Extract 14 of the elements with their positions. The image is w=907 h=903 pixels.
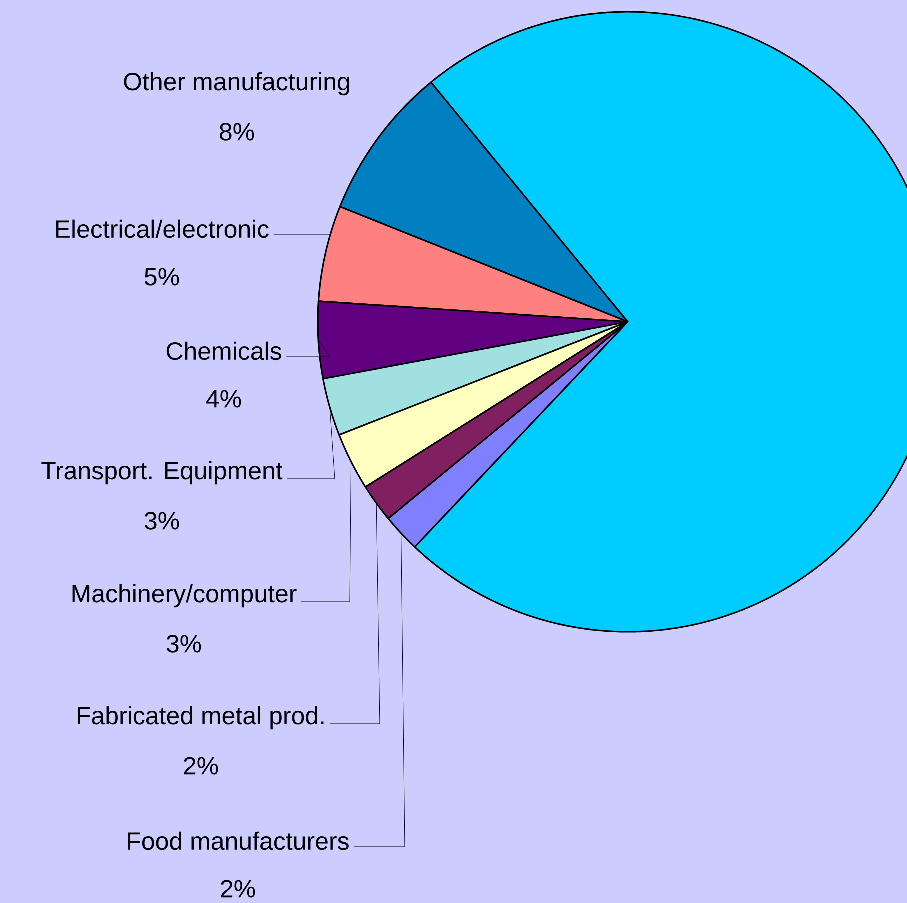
data-label: 5% [144, 268, 180, 286]
data-label: 2% [221, 880, 256, 898]
data-label: 3% [144, 512, 180, 530]
slice-label: Machinery/computer [72, 584, 297, 608]
data-label: 4% [206, 390, 242, 408]
slice-label: Chemicals [166, 342, 282, 360]
data-label: 3% [166, 635, 202, 653]
data-label: 2% [184, 757, 218, 775]
slice-label: Transport. Equipment [42, 461, 283, 485]
slice-label: Other manufacturing [124, 72, 350, 96]
slice-label: Fabricated metal prod. [78, 706, 324, 730]
data-label: 8% [220, 123, 254, 141]
slice-label: Food manufacturers [128, 832, 349, 850]
slice-label: Electrical/electronic [56, 220, 269, 238]
